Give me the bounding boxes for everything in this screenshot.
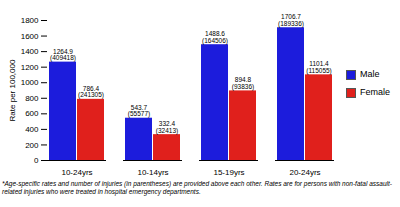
svg-text:600: 600 [25,109,39,118]
svg-text:1200: 1200 [21,63,39,72]
svg-text:1706.7(189336): 1706.7(189336) [278,13,304,28]
svg-text:1000: 1000 [21,78,39,87]
svg-text:Rate per 100,000: Rate per 100,000 [8,59,17,121]
svg-text:10-24yrs: 10-24yrs [61,168,92,177]
svg-text:543.7(55577): 543.7(55577) [128,104,150,119]
svg-text:15-19yrs: 15-19yrs [213,168,244,177]
svg-text:0: 0 [34,156,39,165]
svg-text:1600: 1600 [21,32,39,41]
svg-text:786.4(241305): 786.4(241305) [78,85,104,100]
svg-text:400: 400 [25,125,39,134]
svg-text:10-14yrs: 10-14yrs [137,168,168,177]
svg-text:20-24yrs: 20-24yrs [289,168,320,177]
svg-text:1488.6(164506): 1488.6(164506) [202,30,228,45]
svg-text:894.8(93836): 894.8(93836) [232,76,254,91]
svg-text:800: 800 [25,94,39,103]
svg-text:332.4(32413): 332.4(32413) [156,120,178,135]
svg-text:1400: 1400 [21,47,39,56]
svg-text:1264.9(409418): 1264.9(409418) [50,48,76,63]
svg-text:1800: 1800 [21,16,39,25]
html-text:Male: Male [360,69,380,79]
svg-text:200: 200 [25,141,39,150]
html-text:*Age-specific rates and number: *Age-specific rates and number of injuri… [2,180,392,195]
html-text:Female: Female [360,87,390,97]
svg-text:1101.4(115055): 1101.4(115055) [306,60,332,75]
